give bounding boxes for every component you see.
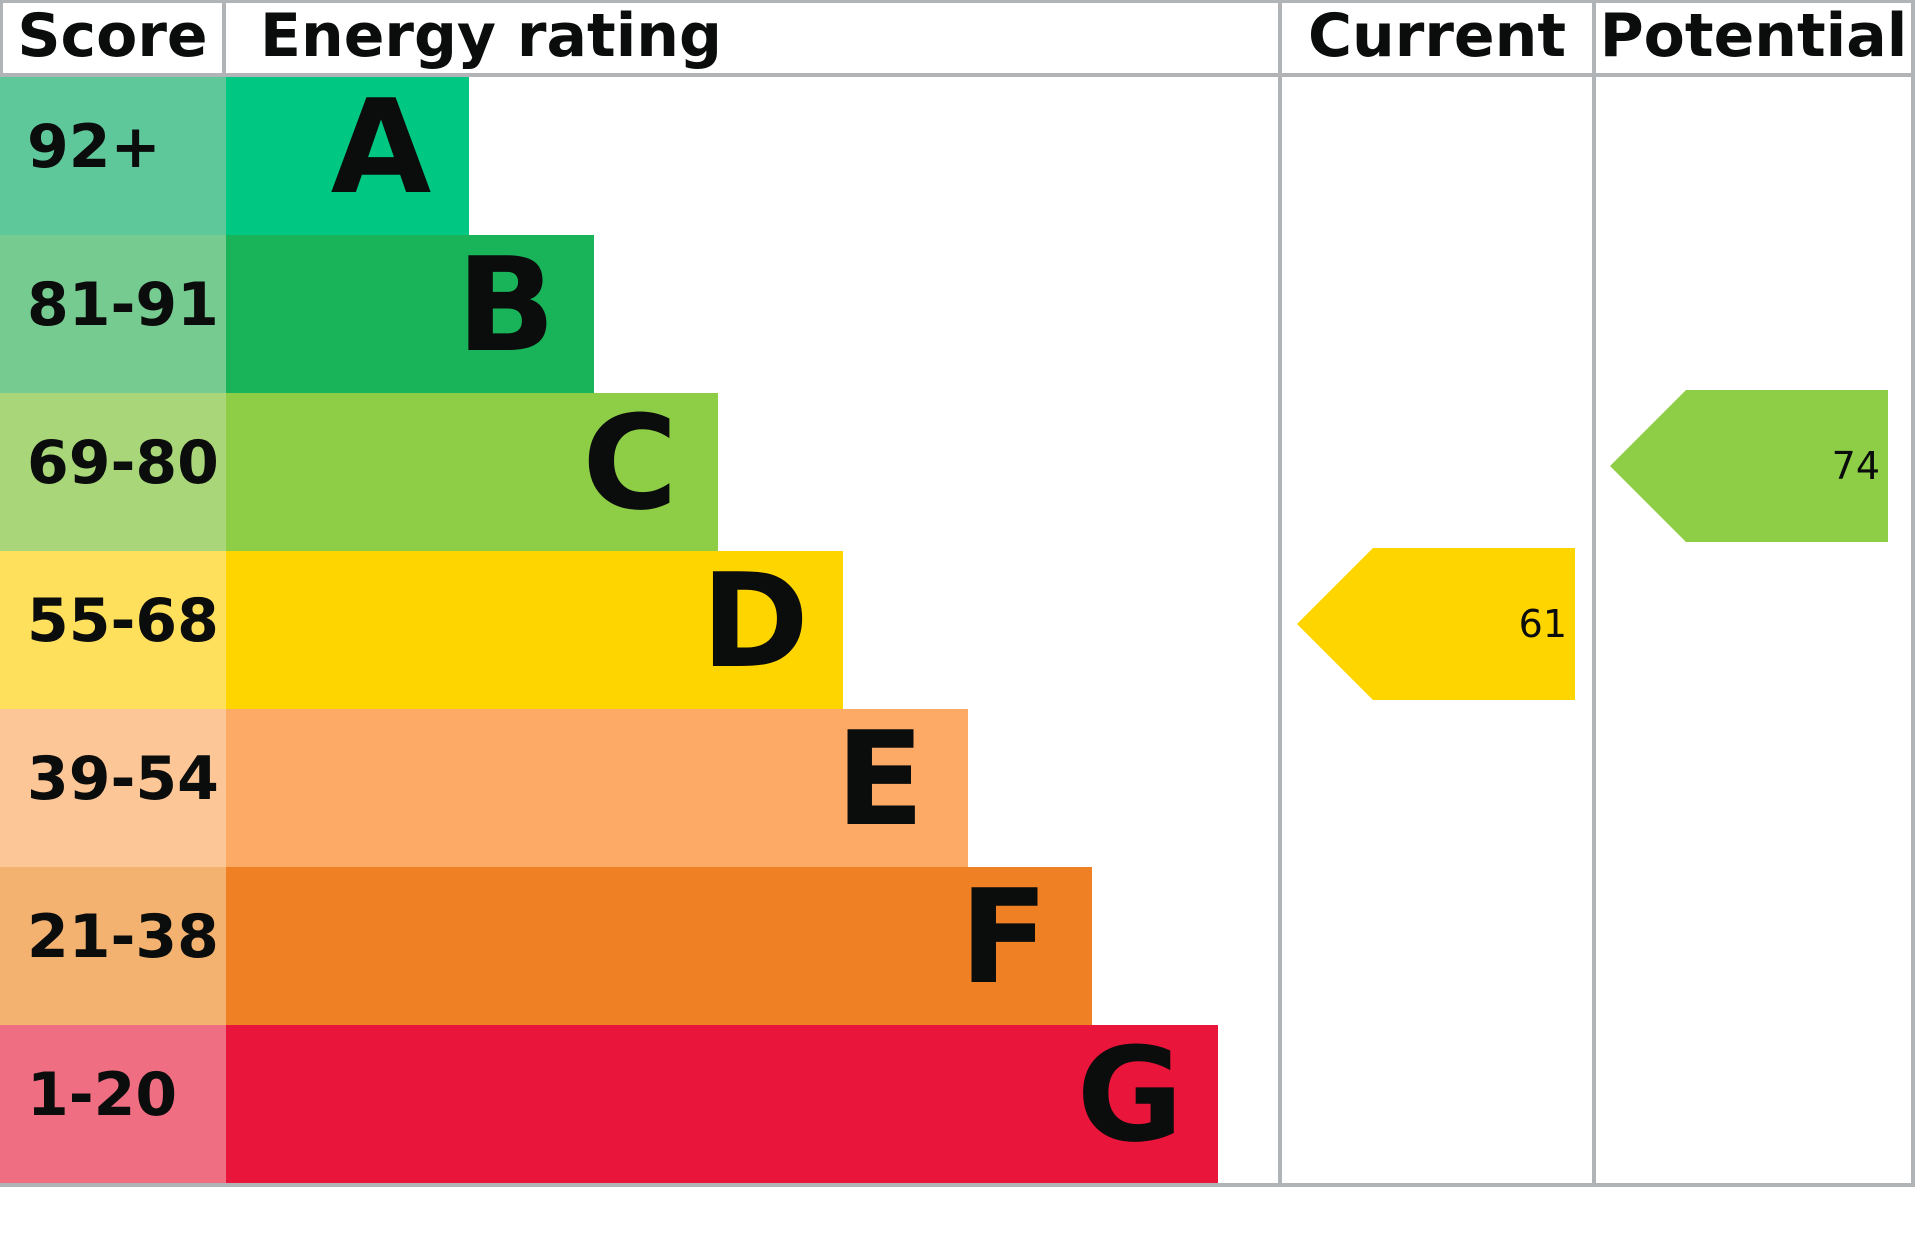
band-letter: F	[916, 861, 1092, 1025]
band-row-g: 1-20 G	[0, 1019, 1920, 1183]
band-letter: G	[1042, 1019, 1218, 1183]
band-row-f: 21-38 F	[0, 861, 1920, 1025]
score-column-header: Score	[17, 1, 208, 71]
band-row-b: 81-91 B	[0, 229, 1920, 393]
band-bar: C	[226, 387, 718, 551]
band-score-range: 81-91	[27, 270, 219, 340]
band-bar: B	[226, 229, 594, 393]
band-row-c: 69-80 C	[0, 387, 1920, 551]
table-top-border	[0, 0, 1915, 3]
table-right-border	[1911, 0, 1915, 1187]
band-letter-text: F	[959, 861, 1049, 1013]
band-score-range: 92+	[27, 112, 161, 182]
current-rating-value: 61	[1518, 602, 1567, 646]
band-letter-text: D	[701, 545, 809, 697]
band-bar: G	[226, 1019, 1218, 1183]
table-bottom-border	[0, 1183, 1915, 1187]
energy-rating-column-header: Energy rating	[260, 1, 722, 71]
band-letter-text: A	[330, 71, 432, 223]
band-letter: C	[542, 387, 718, 551]
band-score-cell: 39-54	[0, 709, 226, 867]
band-letter-text: G	[1076, 1019, 1184, 1171]
band-letter: D	[667, 545, 843, 709]
band-letter: E	[792, 703, 968, 867]
header-left-border	[0, 0, 3, 73]
band-score-cell: 55-68	[0, 551, 226, 709]
band-letter-text: C	[582, 387, 678, 539]
band-score-range: 69-80	[27, 428, 219, 498]
current-column-header: Current	[1307, 1, 1567, 71]
band-score-cell: 81-91	[0, 235, 226, 393]
band-bar: A	[226, 71, 469, 235]
band-letter-text: B	[456, 229, 556, 381]
band-letter-text: E	[835, 703, 925, 855]
band-bar: E	[226, 703, 968, 867]
band-row-a: 92+ A	[0, 71, 1920, 235]
potential-rating-value: 74	[1831, 444, 1880, 488]
band-score-cell: 21-38	[0, 867, 226, 1025]
band-score-range: 21-38	[27, 902, 219, 972]
band-row-e: 39-54 E	[0, 703, 1920, 867]
band-bar: F	[226, 861, 1092, 1025]
band-bar: D	[226, 545, 843, 709]
header-bottom-border	[0, 73, 1915, 77]
band-score-range: 55-68	[27, 586, 219, 656]
band-score-cell: 69-80	[0, 393, 226, 551]
band-row-d: 55-68 D	[0, 545, 1920, 709]
band-score-range: 1-20	[27, 1060, 178, 1130]
band-score-range: 39-54	[27, 744, 219, 814]
potential-column-header: Potential	[1599, 1, 1908, 71]
band-score-cell: 92+	[0, 77, 226, 235]
band-score-cell: 1-20	[0, 1025, 226, 1183]
score-rating-header-separator	[222, 0, 226, 73]
band-letter: A	[293, 71, 469, 235]
band-letter: B	[418, 229, 594, 393]
band-rows: 92+ A 81-91 B 69-80 C 55-68 D 39-54 E 21-38 F 1-20 G	[0, 71, 1920, 1183]
potential-column-separator	[1592, 0, 1596, 1187]
current-column-separator	[1278, 0, 1282, 1187]
